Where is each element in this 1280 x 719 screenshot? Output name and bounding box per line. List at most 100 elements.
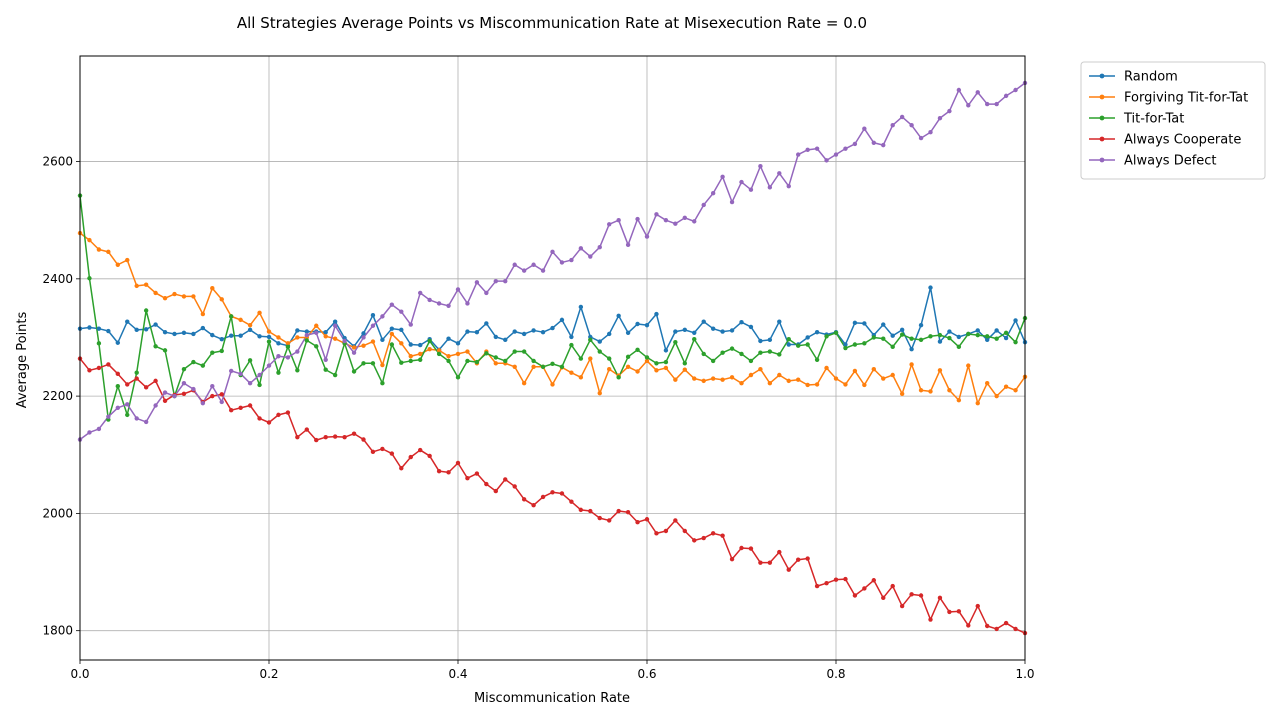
data-point [493,278,498,284]
data-point [975,328,980,333]
data-point [814,330,820,335]
data-point [389,331,395,337]
data-point [115,383,121,389]
data-point [219,337,224,342]
data-point [521,349,527,354]
data-point [153,322,158,327]
data-point [238,405,243,411]
data-point [285,344,291,350]
data-point [342,338,347,344]
data-point [503,358,508,364]
data-point [229,407,234,413]
data-point [862,341,867,346]
data-point [758,350,763,355]
data-point [720,329,725,334]
data-point [928,389,933,394]
data-point [673,377,678,382]
data-point [465,301,470,306]
data-point [493,488,498,494]
data-point [890,372,895,378]
data-point [247,327,253,333]
data-point [578,356,584,361]
data-point [673,221,678,226]
data-point [673,329,678,334]
data-point [115,371,121,377]
data-point [569,342,574,348]
data-point [928,130,933,135]
data-point [531,502,536,508]
data-point [975,603,980,609]
y-tick-label: 2200 [42,389,73,403]
data-point [767,185,773,190]
data-point [569,334,574,340]
data-point [748,358,754,364]
y-tick-label: 1800 [42,624,73,638]
data-point [673,518,678,523]
data-point [276,412,281,418]
data-point [739,320,744,325]
data-point [191,386,196,392]
data-point [172,291,177,297]
data-point [455,287,461,292]
data-point [928,285,933,290]
data-point [351,369,357,374]
data-point [493,355,498,360]
data-point [408,358,413,364]
data-point [890,583,895,589]
data-point [805,382,810,388]
data-point [937,332,943,338]
data-point [295,328,300,333]
x-axis-label: Miscommunication Rate [474,691,630,706]
data-point [673,339,678,345]
data-point [843,382,848,387]
data-point [871,366,876,372]
data-point [852,320,858,326]
data-point [881,336,886,341]
data-point [200,363,206,368]
data-point [654,311,659,317]
data-point [493,361,498,366]
x-tick-label: 1.0 [1015,667,1034,681]
data-point [692,330,697,335]
data-point [229,333,234,338]
data-point [777,352,782,357]
data-point [805,147,810,153]
data-point [380,337,385,343]
data-point [625,354,631,360]
data-point [701,535,706,541]
data-point [323,330,328,335]
data-point [796,343,801,348]
data-point [162,330,168,335]
y-axis-ticks: 1800 2000 2200 2400 2600 [42,155,80,638]
data-point [408,354,413,359]
legend-item: Always Cooperate [1089,133,1241,148]
data-point [200,400,206,406]
data-point [635,216,640,222]
data-point [531,262,536,267]
data-point [692,376,697,381]
data-point [985,623,990,629]
data-point [824,334,829,339]
data-point [701,319,706,324]
data-point [106,414,111,419]
data-point [805,342,810,347]
data-point [257,310,262,316]
data-point [918,135,924,141]
data-point [871,578,876,583]
data-point [786,337,791,342]
data-point [625,510,631,515]
data-point [370,339,376,344]
data-point [266,334,272,340]
data-point [805,335,810,340]
legend-item: Tit-for-Tat [1089,112,1184,127]
data-point [332,372,338,378]
x-tick-label: 0.2 [259,667,278,681]
data-point [758,560,763,565]
data-point [96,365,102,371]
data-point [758,366,763,372]
data-point [786,567,791,572]
data-point [257,416,262,421]
data-point [181,381,187,386]
legend-marker [1099,73,1105,79]
data-point [219,392,224,397]
